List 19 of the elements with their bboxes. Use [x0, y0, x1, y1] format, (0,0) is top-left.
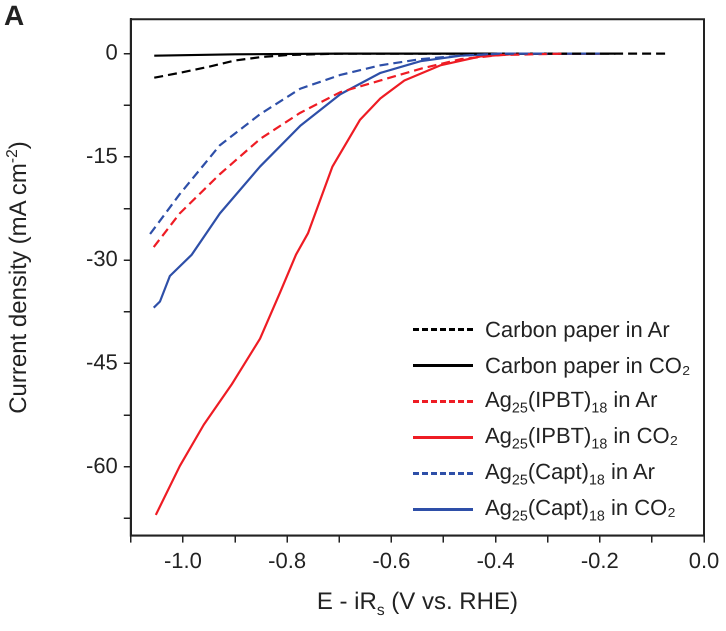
x-tick-label: -0.2 [580, 548, 619, 573]
y-tick-label: -60 [86, 452, 118, 478]
legend-label: Ag$_{25}$(Capt)$_{18}$ in CO₂ [485, 494, 676, 524]
legend-label: Ag$_{25}$(IPBT)$_{18}$ in Ar [485, 386, 658, 416]
chart-title: A [4, 0, 24, 32]
x-tick-label: -0.6 [372, 548, 410, 573]
y-tick-label: 0 [106, 40, 118, 65]
legend-label: Ag$_{25}$(Capt)$_{18}$ in Ar [485, 458, 655, 488]
x-tick-label: -1.0 [164, 548, 202, 573]
x-axis-title: E - iR$_{s}$ (V vs. RHE) [316, 588, 519, 620]
y-tick-label: -45 [86, 350, 118, 375]
x-tick-label: 0.0 [688, 548, 720, 573]
x-tick-label: -0.4 [476, 548, 515, 573]
legend-label: Carbon paper in CO₂ [485, 352, 690, 379]
y-tick-label: -15 [86, 142, 118, 168]
legend-label: Ag$_{25}$(IPBT)$_{18}$ in CO₂ [485, 422, 678, 452]
y-tick-label: -30 [86, 246, 118, 272]
legend-label: Carbon paper in Ar [485, 316, 670, 343]
x-tick-label: -0.8 [268, 548, 306, 573]
